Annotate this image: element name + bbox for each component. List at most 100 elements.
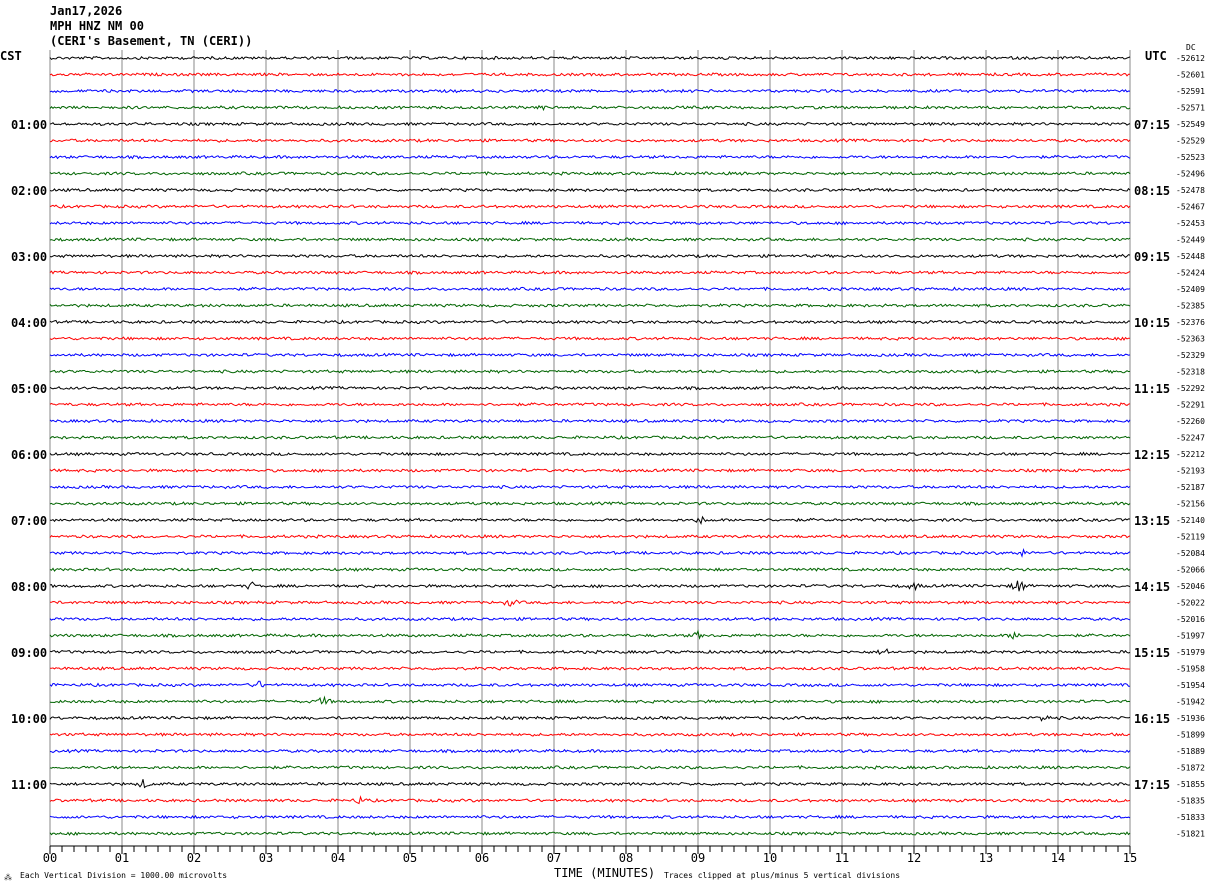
cst-hour-label: 05:00: [11, 382, 47, 396]
seismic-trace: [49, 484, 1131, 490]
seismic-trace: [49, 779, 1131, 789]
left-timezone-label: CST: [0, 49, 22, 63]
seismic-trace: [49, 402, 1131, 407]
location-label: (CERI's Basement, TN (CERI)): [50, 34, 253, 48]
dc-offset-label: -51835: [1176, 797, 1205, 806]
seismic-trace: [49, 795, 1131, 805]
seismic-trace: [49, 55, 1131, 61]
cst-hour-label: 10:00: [11, 712, 47, 726]
seismic-trace: [49, 104, 1131, 112]
dc-offset-label: -52409: [1176, 285, 1205, 294]
utc-hour-label: 08:15: [1134, 184, 1170, 198]
x-tick-label: 03: [259, 851, 273, 865]
dc-offset-label: -52212: [1176, 450, 1205, 459]
dc-offset-label: -52084: [1176, 549, 1205, 558]
dc-offset-label: -52549: [1176, 120, 1205, 129]
dc-offset-label: -52016: [1176, 615, 1205, 624]
x-tick-label: 04: [331, 851, 345, 865]
utc-hour-label: 10:15: [1134, 316, 1170, 330]
cst-hour-label: 08:00: [11, 580, 47, 594]
dc-offset-label: -52193: [1176, 467, 1205, 476]
dc-offset-label: -52385: [1176, 302, 1205, 311]
utc-hour-label: 17:15: [1134, 778, 1170, 792]
seismic-trace: [49, 203, 1131, 209]
seismic-trace: [49, 648, 1131, 655]
x-tick-label: 14: [1051, 851, 1065, 865]
dc-offset-label: -52448: [1176, 252, 1205, 261]
seismic-trace: [49, 629, 1131, 640]
dc-offset-label: -52329: [1176, 351, 1205, 360]
dc-offset-label: -51954: [1176, 681, 1205, 690]
right-timezone-label: UTC: [1145, 49, 1167, 63]
seismic-trace: [49, 468, 1131, 473]
seismic-trace: [49, 88, 1131, 94]
dc-offset-label: -52424: [1176, 269, 1205, 278]
dc-label: DC: [1186, 43, 1196, 52]
seismic-trace: [49, 187, 1131, 193]
dc-offset-label: -52291: [1176, 401, 1205, 410]
cst-hour-label: 07:00: [11, 514, 47, 528]
utc-hour-label: 13:15: [1134, 514, 1170, 528]
seismic-trace: [49, 580, 1131, 592]
x-tick-label: 12: [907, 851, 921, 865]
utc-hour-label: 07:15: [1134, 118, 1170, 132]
seismic-trace: [49, 748, 1131, 754]
dc-offset-label: -52571: [1176, 104, 1205, 113]
dc-offset-label: -52022: [1176, 599, 1205, 608]
date-label: Jan17,2026: [50, 4, 123, 18]
dc-offset-label: -51833: [1176, 813, 1205, 822]
seismic-trace: [49, 547, 1131, 558]
cst-hour-label: 03:00: [11, 250, 47, 264]
seismic-trace: [49, 385, 1131, 391]
seismic-trace: [49, 220, 1131, 226]
x-tick-label: 11: [835, 851, 849, 865]
clip-note: Traces clipped at plus/minus 5 vertical …: [664, 871, 901, 880]
dc-offset-label: -51997: [1176, 632, 1205, 641]
seismic-trace: [49, 418, 1131, 424]
seismic-trace: [49, 319, 1131, 325]
dc-offset-label: -52140: [1176, 516, 1205, 525]
cst-hour-label: 01:00: [11, 118, 47, 132]
x-tick-label: 10: [763, 851, 777, 865]
dc-offset-label: -52449: [1176, 236, 1205, 245]
dc-offset-label: -51889: [1176, 747, 1205, 756]
x-tick-label: 01: [115, 851, 129, 865]
dc-offset-label: -52046: [1176, 582, 1205, 591]
seismic-trace: [49, 515, 1131, 525]
dc-offset-label: -52318: [1176, 368, 1205, 377]
x-tick-label: 06: [475, 851, 489, 865]
seismic-trace: [50, 599, 1131, 607]
x-tick-label: 05: [403, 851, 417, 865]
dc-offset-label: -52156: [1176, 500, 1205, 509]
seismic-trace: [49, 270, 1131, 275]
cst-hour-label: 02:00: [11, 184, 47, 198]
station-label: MPH HNZ NM 00: [50, 19, 144, 33]
dc-offset-label: -52260: [1176, 417, 1205, 426]
dc-offset-label: -51899: [1176, 731, 1205, 740]
seismic-trace: [49, 369, 1131, 374]
seismic-trace: [49, 237, 1131, 242]
dc-offset-label: -52496: [1176, 170, 1205, 179]
dc-offset-label: -52292: [1176, 384, 1205, 393]
seismic-trace: [49, 138, 1131, 143]
seismic-trace: [49, 303, 1131, 308]
cst-hour-label: 11:00: [11, 778, 47, 792]
dc-offset-label: -51958: [1176, 665, 1205, 674]
dc-offset-label: -52467: [1176, 203, 1205, 212]
seismic-trace: [49, 286, 1131, 292]
seismic-trace: [49, 434, 1131, 440]
utc-hour-label: 09:15: [1134, 250, 1170, 264]
seismic-trace: [49, 352, 1131, 358]
x-tick-label: 00: [43, 851, 57, 865]
dc-offset-label: -51821: [1176, 830, 1205, 839]
dc-offset-label: -52363: [1176, 335, 1205, 344]
scale-note: Each Vertical Division = 1000.00 microvo…: [20, 871, 228, 880]
seismic-trace: [49, 71, 1130, 77]
x-tick-label: 13: [979, 851, 993, 865]
scale-marker-icon: ⁂: [4, 873, 12, 882]
seismic-trace: [49, 831, 1131, 836]
dc-offset-label: -51855: [1176, 780, 1205, 789]
seismic-trace: [49, 616, 1131, 622]
seismic-trace: [49, 715, 1131, 722]
